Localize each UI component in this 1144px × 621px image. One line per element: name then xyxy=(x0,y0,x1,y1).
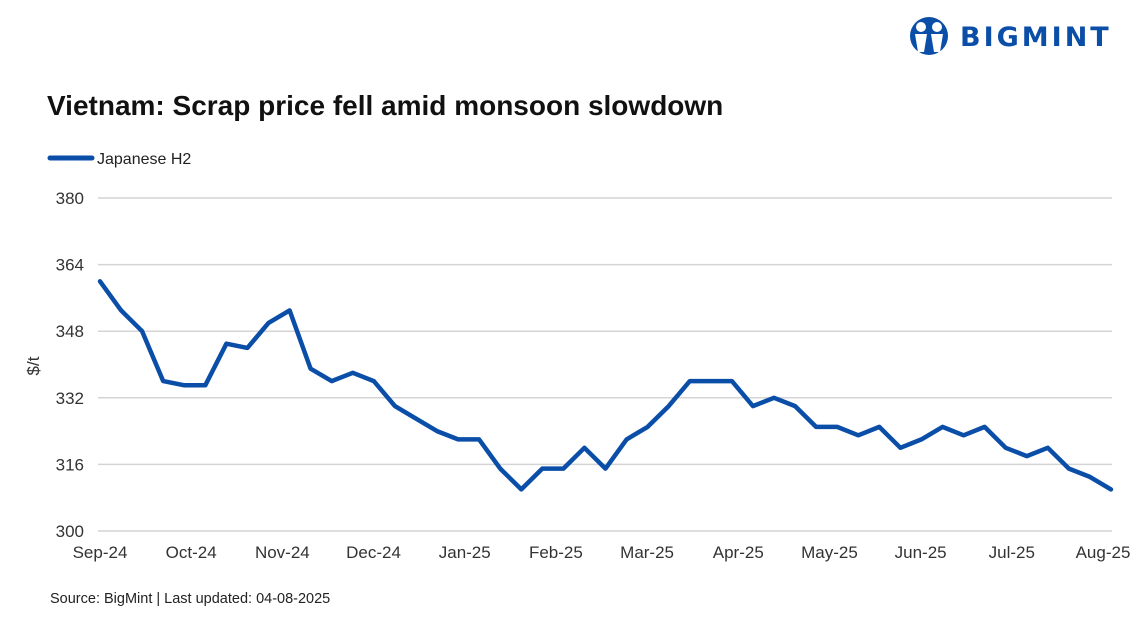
logo-text: BIGMINT xyxy=(960,22,1112,53)
source-note: Source: BigMint | Last updated: 04-08-20… xyxy=(50,591,330,607)
x-tick-label: Apr-25 xyxy=(713,543,764,562)
x-tick-label: Jul-25 xyxy=(989,543,1035,562)
y-axis-label: $/t xyxy=(24,356,43,375)
logo-mark-icon xyxy=(910,17,948,55)
x-tick-label: Jun-25 xyxy=(895,543,947,562)
bigmint-logo: BIGMINT xyxy=(910,17,1112,55)
x-tick-label: Dec-24 xyxy=(346,543,401,562)
x-tick-label: May-25 xyxy=(801,543,858,562)
series-line-japanese-h2 xyxy=(97,279,1114,492)
y-tick-label: 364 xyxy=(56,256,84,275)
x-tick-label: Aug-25 xyxy=(1076,543,1131,562)
legend: Japanese H2 xyxy=(47,151,191,168)
y-tick-label: 316 xyxy=(56,455,84,474)
chart-title: Vietnam: Scrap price fell amid monsoon s… xyxy=(47,90,723,121)
y-tick-label: 348 xyxy=(56,322,84,341)
y-tick-label: 380 xyxy=(56,189,84,208)
x-tick-label: Jan-25 xyxy=(439,543,491,562)
y-tick-label: 332 xyxy=(56,389,84,408)
x-tick-label: Mar-25 xyxy=(620,543,674,562)
x-tick-label: Sep-24 xyxy=(73,543,128,562)
legend-label: Japanese H2 xyxy=(97,151,191,168)
y-tick-label: 300 xyxy=(56,522,84,541)
x-tick-label: Nov-24 xyxy=(255,543,310,562)
x-tick-label: Oct-24 xyxy=(166,543,217,562)
x-tick-label: Feb-25 xyxy=(529,543,583,562)
